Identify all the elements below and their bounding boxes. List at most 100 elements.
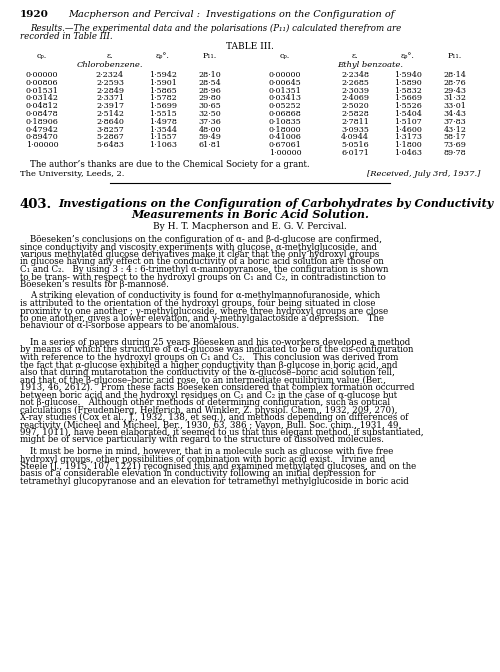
Text: 0·00645: 0·00645 (268, 79, 302, 87)
Text: 1·4600: 1·4600 (394, 126, 422, 134)
Text: 0·08478: 0·08478 (26, 110, 58, 118)
Text: 0·00000: 0·00000 (26, 71, 58, 79)
Text: 37·83: 37·83 (444, 118, 466, 126)
Text: calculations (Freudenberg, Helferich, and Winkler, Z. physiol. Chem., 1932, 209,: calculations (Freudenberg, Helferich, an… (20, 405, 398, 415)
Text: 32·50: 32·50 (198, 110, 222, 118)
Text: 2·4069: 2·4069 (341, 94, 369, 102)
Text: 6·0171: 6·0171 (341, 149, 369, 157)
Text: 1·5669: 1·5669 (394, 94, 422, 102)
Text: P₁₁.: P₁₁. (203, 52, 217, 60)
Text: might be of service particularly with regard to the structure of dissolved molec: might be of service particularly with re… (20, 435, 384, 444)
Text: proximity to one another ; γ-methylglucoside, where three hydroxyl groups are cl: proximity to one another ; γ-methylgluco… (20, 306, 388, 315)
Text: 58·17: 58·17 (444, 134, 466, 141)
Text: 1·5515: 1·5515 (149, 110, 177, 118)
Text: 1·5890: 1·5890 (394, 79, 422, 87)
Text: 1·5901: 1·5901 (149, 79, 177, 87)
Text: 29·43: 29·43 (444, 87, 466, 95)
Text: 5·2867: 5·2867 (96, 134, 124, 141)
Text: basis of a considerable elevation in conductivity following an initial depressio: basis of a considerable elevation in con… (20, 470, 376, 478)
Text: 3·8257: 3·8257 (96, 126, 124, 134)
Text: It must be borne in mind, however, that in a molecule such as glucose with five : It must be borne in mind, however, that … (30, 447, 394, 456)
Text: 0·06868: 0·06868 (268, 110, 302, 118)
Text: 0·47942: 0·47942 (26, 126, 58, 134)
Text: Ethyl benzoate.: Ethyl benzoate. (337, 61, 403, 69)
Text: 1·5832: 1·5832 (394, 87, 422, 95)
Text: 43·12: 43·12 (444, 126, 466, 134)
Text: 59·49: 59·49 (198, 134, 222, 141)
Text: 61·81: 61·81 (198, 141, 222, 149)
Text: 1·00000: 1·00000 (26, 141, 58, 149)
Text: is attributed to the orientation of the hydroxyl groups, four being situated in : is attributed to the orientation of the … (20, 299, 376, 308)
Text: 1·3544: 1·3544 (149, 126, 177, 134)
Text: in glucose having any effect on the conductivity of a boric acid solution are th: in glucose having any effect on the cond… (20, 257, 384, 267)
Text: 89·78: 89·78 (444, 149, 466, 157)
Text: 28·14: 28·14 (444, 71, 466, 79)
Text: reactivity (Micheel and Micheel, Ber., 1930, 63, 386 ; Vavon, Bull. Soc. chim., : reactivity (Micheel and Micheel, Ber., 1… (20, 421, 402, 429)
Text: 1·1800: 1·1800 (394, 141, 422, 149)
Text: 0·41006: 0·41006 (268, 134, 302, 141)
Text: 73·69: 73·69 (444, 141, 466, 149)
Text: behaviour of α-l-sorbose appears to be anomalous.: behaviour of α-l-sorbose appears to be a… (20, 321, 239, 331)
Text: 0·00000: 0·00000 (269, 71, 301, 79)
Text: 48·00: 48·00 (198, 126, 222, 134)
Text: 1·1557: 1·1557 (149, 134, 177, 141)
Text: 4·0944: 4·0944 (341, 134, 369, 141)
Text: 2·2685: 2·2685 (341, 79, 369, 87)
Text: Results.—The experimental data and the polarisations (P₁₁) calculated therefrom : Results.—The experimental data and the p… (30, 24, 401, 33)
Text: The author’s thanks are due to the Chemical Society for a grant.: The author’s thanks are due to the Chemi… (30, 160, 309, 169)
Text: 2·2849: 2·2849 (96, 87, 124, 95)
Text: 1·5865: 1·5865 (149, 87, 177, 95)
Text: 28·96: 28·96 (198, 87, 222, 95)
Text: 0·18906: 0·18906 (26, 118, 58, 126)
Text: 29·80: 29·80 (198, 94, 222, 102)
Text: 0·01531: 0·01531 (26, 87, 58, 95)
Text: cₚ.: cₚ. (37, 52, 47, 60)
Text: to one another, gives a lower elevation, and γ-methylgalactoside a depression.  : to one another, gives a lower elevation,… (20, 314, 384, 323)
Text: 2·8640: 2·8640 (96, 118, 124, 126)
Text: TABLE III.: TABLE III. (226, 42, 274, 51)
Text: [Received, July 3rd, 1937.]: [Received, July 3rd, 1937.] (366, 170, 480, 178)
Text: 1·5942: 1·5942 (149, 71, 177, 79)
Text: 2·2348: 2·2348 (341, 71, 369, 79)
Text: 0·10835: 0·10835 (268, 118, 302, 126)
Text: 1·4978: 1·4978 (149, 118, 177, 126)
Text: 1·3173: 1·3173 (394, 134, 422, 141)
Text: εₚ°.: εₚ°. (401, 52, 415, 60)
Text: with reference to the hydroxyl groups on C₁ and C₂.   This conclusion was derive: with reference to the hydroxyl groups on… (20, 353, 398, 362)
Text: 2·3371: 2·3371 (96, 94, 124, 102)
Text: 0·18000: 0·18000 (268, 126, 302, 134)
Text: 0·05252: 0·05252 (268, 102, 302, 110)
Text: X-ray studies (Cox et al., J., 1932, 138, et seq.), and methods depending on dif: X-ray studies (Cox et al., J., 1932, 138… (20, 413, 408, 422)
Text: 28·54: 28·54 (198, 79, 222, 87)
Text: 0·67061: 0·67061 (268, 141, 302, 149)
Text: 1·5782: 1·5782 (149, 94, 177, 102)
Text: Böeseken’s results for β-mannose.: Böeseken’s results for β-mannose. (20, 280, 169, 289)
Text: and that of the β-glucose–boric acid rose, to an intermediate equilibrium value : and that of the β-glucose–boric acid ros… (20, 376, 386, 384)
Text: ε.: ε. (352, 52, 358, 60)
Text: 1·1063: 1·1063 (149, 141, 177, 149)
Text: 2·3917: 2·3917 (96, 102, 124, 110)
Text: recorded in Table III.: recorded in Table III. (20, 32, 112, 41)
Text: Chlorobenzene.: Chlorobenzene. (77, 61, 144, 69)
Text: not β-glucose.   Although other methods of determining configuration, such as op: not β-glucose. Although other methods of… (20, 398, 390, 407)
Text: 0·04812: 0·04812 (26, 102, 58, 110)
Text: C₁ and C₂.   By using 3 : 4 : 6-trimethyl α-mannopyranose, the configuration is : C₁ and C₂. By using 3 : 4 : 6-trimethyl … (20, 265, 388, 274)
Text: 33·01: 33·01 (444, 102, 466, 110)
Text: εₚ°.: εₚ°. (156, 52, 170, 60)
Text: 3·0935: 3·0935 (341, 126, 369, 134)
Text: 1·0463: 1·0463 (394, 149, 422, 157)
Text: 2·7811: 2·7811 (341, 118, 369, 126)
Text: 403.: 403. (20, 198, 52, 211)
Text: 2·3039: 2·3039 (341, 87, 369, 95)
Text: 0·00806: 0·00806 (26, 79, 58, 87)
Text: 1·5404: 1·5404 (394, 110, 422, 118)
Text: 2·2593: 2·2593 (96, 79, 124, 87)
Text: 2·5828: 2·5828 (341, 110, 369, 118)
Text: 0·01351: 0·01351 (268, 87, 302, 95)
Text: 2·5020: 2·5020 (341, 102, 369, 110)
Text: by means of which the structure of α-d-glucose was indicated to be of the cis-co: by means of which the structure of α-d-g… (20, 345, 413, 355)
Text: 2·5142: 2·5142 (96, 110, 124, 118)
Text: also that during mutarotation the conductivity of the α-glucose–boric acid solut: also that during mutarotation the conduc… (20, 368, 395, 377)
Text: cₚ.: cₚ. (280, 52, 290, 60)
Text: 0·03142: 0·03142 (26, 94, 58, 102)
